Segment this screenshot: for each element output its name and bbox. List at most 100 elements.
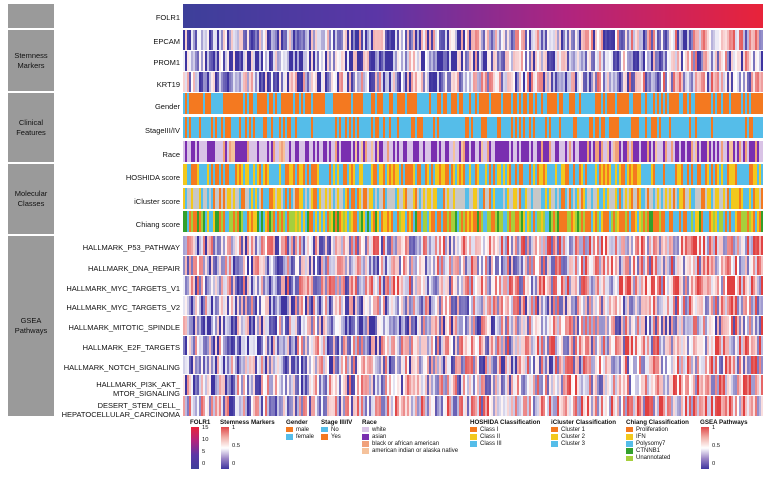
heatmap-cell (621, 211, 624, 232)
heatmap-cell (679, 164, 682, 185)
heatmap-cell (413, 236, 416, 255)
heatmap-cell (229, 164, 232, 185)
heatmap-cell (199, 316, 202, 335)
heatmap-cell (581, 4, 584, 28)
heatmap-cell (383, 336, 386, 355)
heatmap-cell (405, 164, 408, 185)
heatmap-cell (285, 276, 288, 295)
heatmap-cell (289, 256, 292, 275)
heatmap-cell (663, 276, 666, 295)
heatmap-cell (371, 236, 374, 255)
heatmap-cell (203, 30, 206, 50)
heatmap-cell (525, 296, 528, 315)
heatmap-cell (333, 117, 336, 138)
heatmap-cell (377, 51, 380, 71)
heatmap-cell (693, 4, 696, 28)
heatmap-cell (321, 276, 324, 295)
heatmap-cell (609, 256, 612, 275)
heatmap-cell (325, 117, 328, 138)
heatmap-cell (653, 141, 656, 162)
heatmap-cell (303, 256, 306, 275)
heatmap-cell (399, 141, 402, 162)
heatmap-cell (531, 117, 534, 138)
heatmap-cell (749, 51, 752, 71)
heatmap-cell (489, 296, 492, 315)
heatmap-cell (575, 117, 578, 138)
heatmap-cell (377, 93, 380, 114)
heatmap-cell (345, 296, 348, 315)
heatmap-cell (239, 93, 242, 114)
row-label-krt19: KRT19 (156, 80, 180, 89)
heatmap-cell (381, 356, 384, 374)
heatmap-cell (269, 316, 272, 335)
heatmap-cell (323, 4, 326, 28)
heatmap-cell (639, 117, 642, 138)
heatmap-cell (221, 236, 224, 255)
heatmap-cell (395, 30, 398, 50)
heatmap-cell (241, 93, 244, 114)
heatmap-cell (469, 256, 472, 275)
heatmap-cell (197, 188, 200, 209)
heatmap-cell (251, 51, 254, 71)
heatmap-cell (189, 188, 192, 209)
heatmap-cell (569, 164, 572, 185)
heatmap-cell (615, 164, 618, 185)
heatmap-cell (515, 4, 518, 28)
heatmap-cell (689, 336, 692, 355)
heatmap-cell (591, 296, 594, 315)
heatmap-cell (355, 117, 358, 138)
heatmap-cell (399, 51, 402, 71)
heatmap-cell (223, 356, 226, 374)
heatmap-cell (355, 276, 358, 295)
heatmap-cell (259, 211, 262, 232)
heatmap-cell (565, 51, 568, 71)
heatmap-cell (461, 256, 464, 275)
heatmap-cell (581, 51, 584, 71)
heatmap-cell (583, 117, 586, 138)
heatmap-cell (267, 276, 270, 295)
heatmap-cell (531, 336, 534, 355)
heatmap-cell (407, 51, 410, 71)
heatmap-cell (517, 336, 520, 355)
heatmap-cell (515, 117, 518, 138)
heatmap-cell (597, 72, 600, 92)
heatmap-cell (187, 336, 190, 355)
heatmap-cell (501, 30, 504, 50)
heatmap-cell (587, 141, 590, 162)
heatmap-cell (559, 117, 562, 138)
heatmap-cell (621, 316, 624, 335)
heatmap-cell (319, 117, 322, 138)
heatmap-cell (651, 164, 654, 185)
heatmap-cell (481, 93, 484, 114)
heatmap-cell (671, 164, 674, 185)
heatmap-cell (323, 117, 326, 138)
heatmap-cell (745, 164, 748, 185)
heatmap-cell (191, 4, 194, 28)
heatmap-cell (497, 51, 500, 71)
row-label-notch: HALLMARK_NOTCH_SIGNALING (63, 363, 180, 372)
heatmap-cell (711, 336, 714, 355)
heatmap-cell (561, 164, 564, 185)
heatmap-cell (519, 51, 522, 71)
heatmap-cell (715, 164, 718, 185)
heatmap-cell (621, 236, 624, 255)
heatmap-cell (245, 4, 248, 28)
heatmap-cell (695, 93, 698, 114)
heatmap-cell (439, 141, 442, 162)
heatmap-cell (535, 188, 538, 209)
heatmap-cell (289, 4, 292, 28)
heatmap-cell (533, 30, 536, 50)
heatmap-cell (607, 356, 610, 374)
heatmap-cell (655, 188, 658, 209)
heatmap-cell (255, 164, 258, 185)
heatmap-cell (421, 4, 424, 28)
heatmap-cell (229, 296, 232, 315)
heatmap-cell (733, 211, 736, 232)
heatmap-cell (247, 4, 250, 28)
heatmap-cell (287, 236, 290, 255)
heatmap-cell (643, 30, 646, 50)
heatmap-cell (605, 356, 608, 374)
heatmap-cell (273, 211, 276, 232)
heatmap-cell (293, 4, 296, 28)
heatmap-cell (267, 188, 270, 209)
